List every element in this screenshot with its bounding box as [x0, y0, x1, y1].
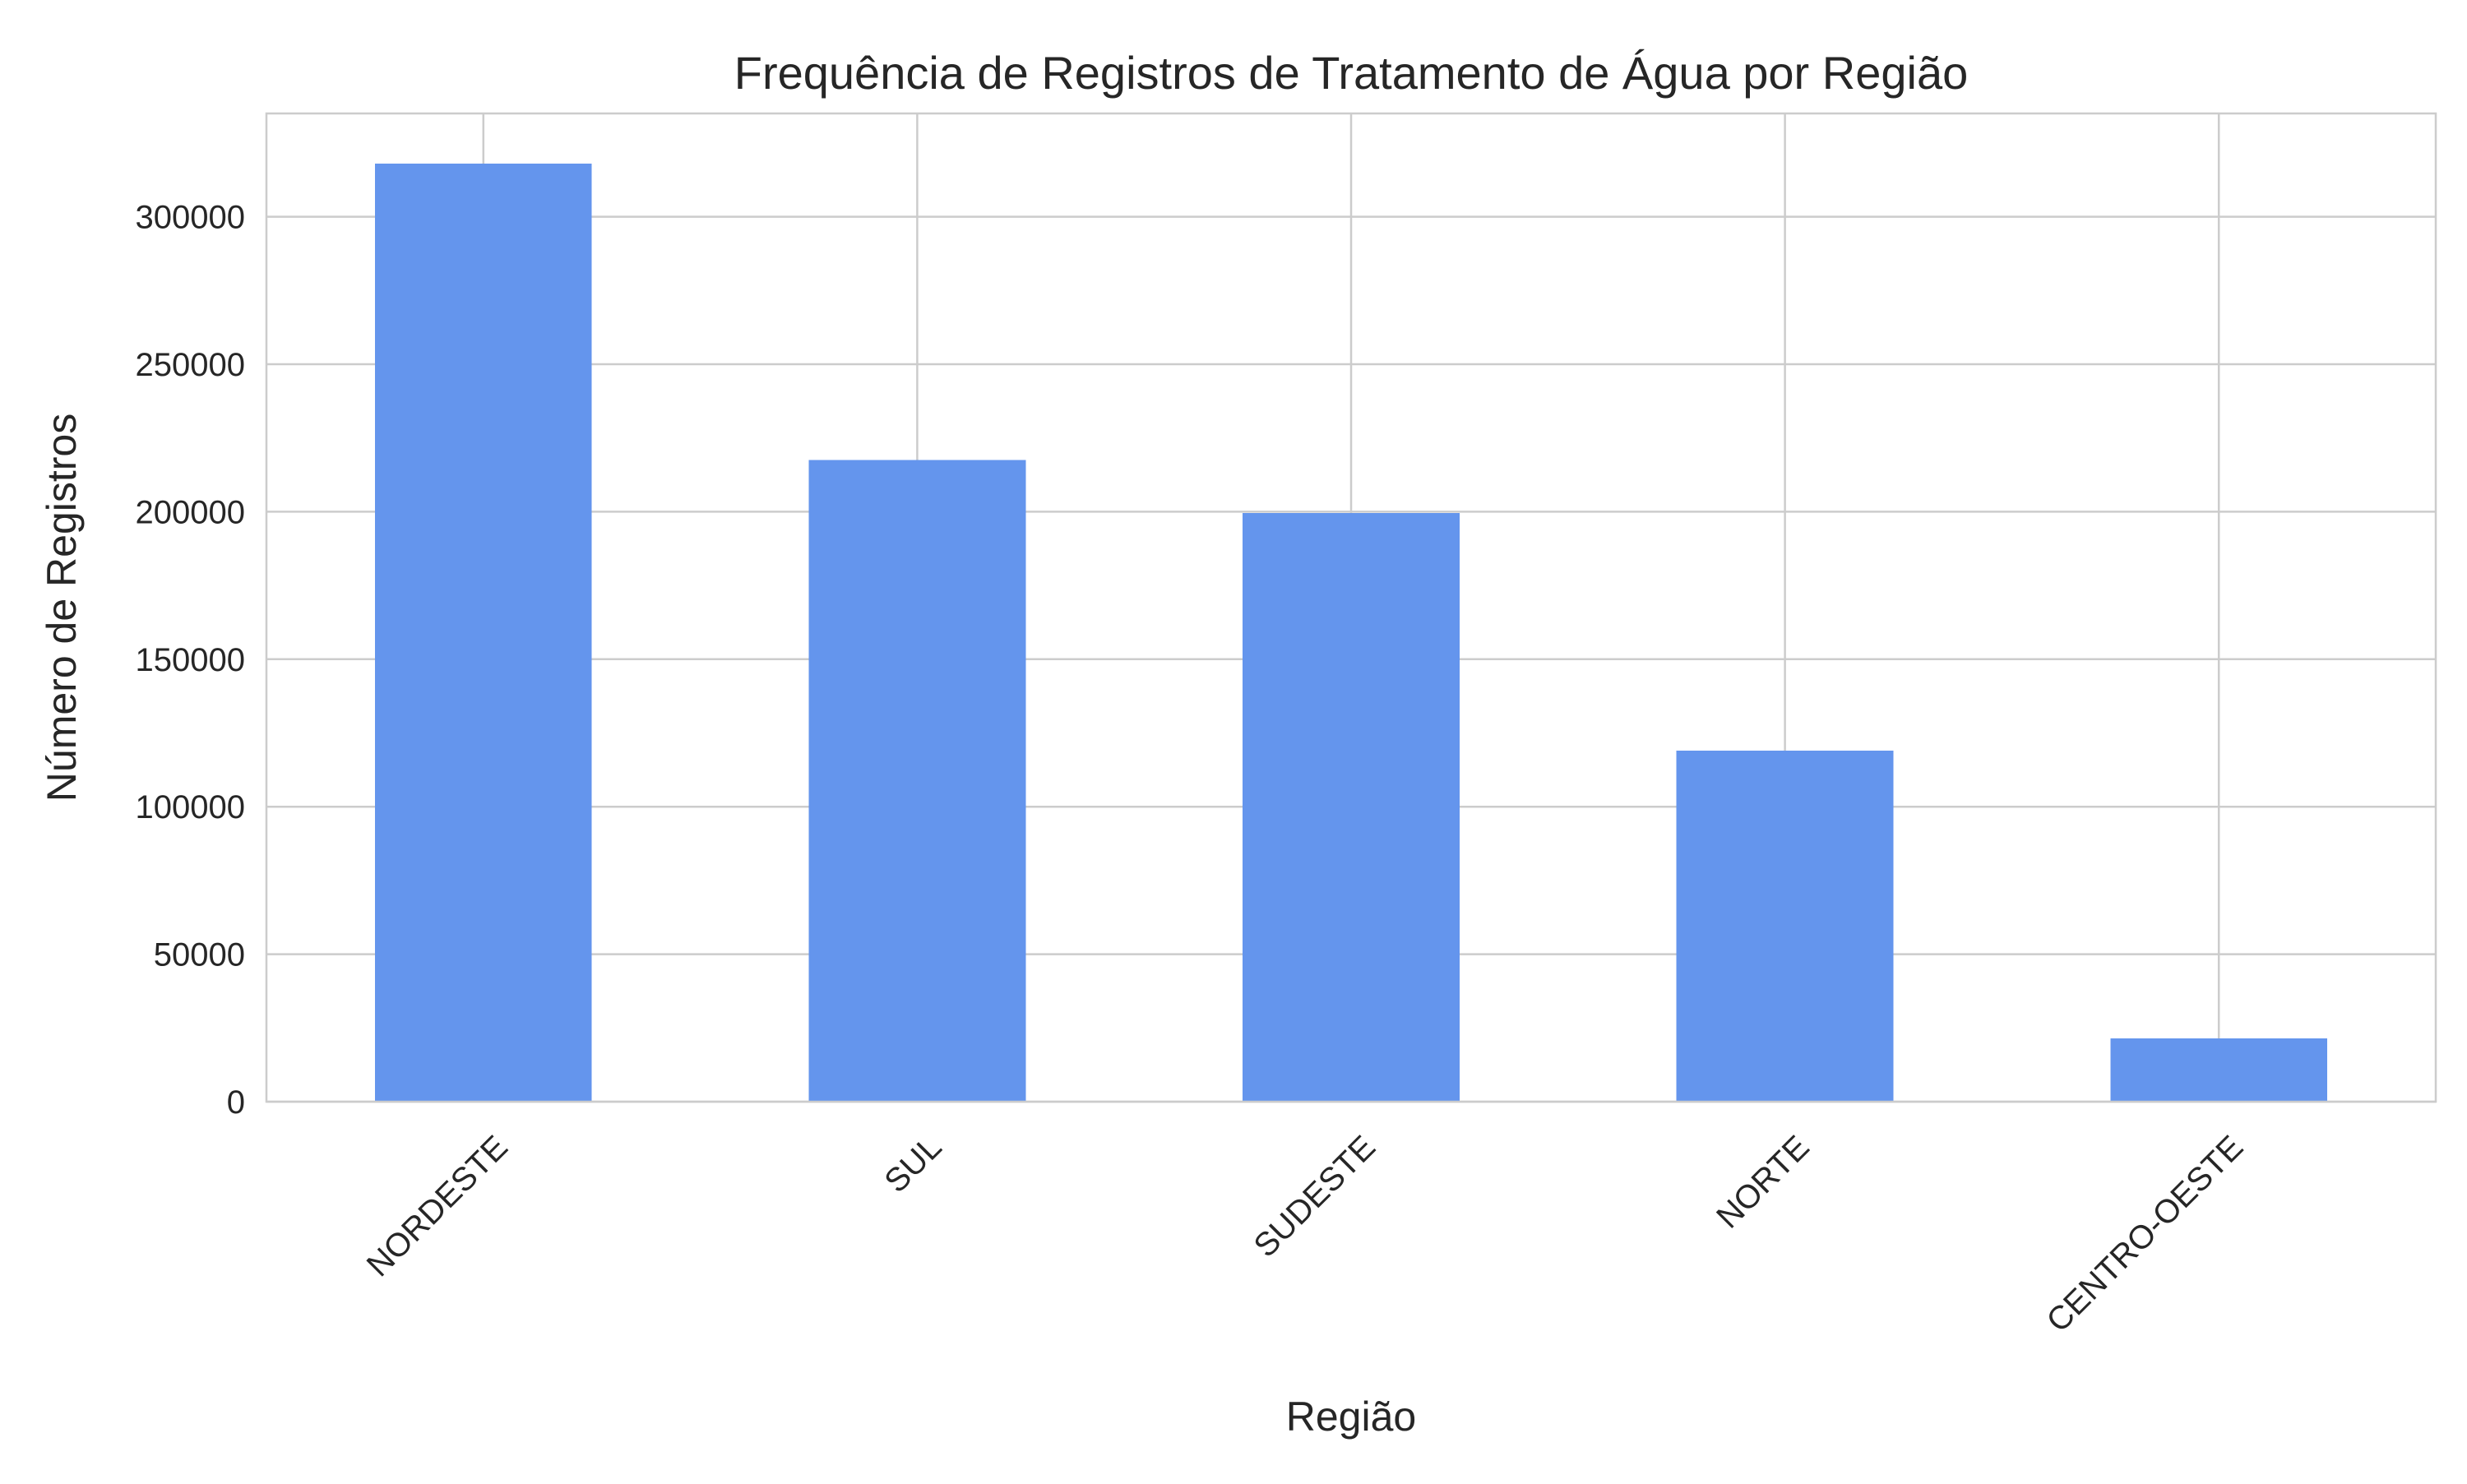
bar-centro-oeste — [2110, 1038, 2328, 1102]
y-tick-label: 300000 — [136, 200, 245, 236]
y-tick-label: 100000 — [136, 789, 245, 825]
bar-nordeste — [374, 163, 592, 1102]
bar-sudeste — [1243, 513, 1460, 1102]
plot-frame — [265, 112, 2437, 1103]
x-tick-label: SUDESTE — [1247, 1129, 1382, 1264]
bar-layer — [374, 163, 2328, 1102]
x-axis-label: Região — [1286, 1394, 1416, 1440]
x-tick-label: SUL — [877, 1129, 948, 1200]
x-tick-label: NORDESTE — [360, 1129, 515, 1283]
x-tick-label: CENTRO-OESTE — [2040, 1129, 2251, 1339]
chart-title: Frequência de Registros de Tratamento de… — [734, 47, 1968, 99]
bar-sul — [808, 460, 1026, 1102]
y-tick-label: 250000 — [136, 347, 245, 383]
y-tick-label: 0 — [227, 1084, 245, 1121]
bar-norte — [1676, 751, 1894, 1102]
grid-layer — [266, 113, 2436, 1103]
y-tick-label: 150000 — [136, 642, 245, 678]
y-tick-label: 200000 — [136, 494, 245, 530]
y-tick-label: 50000 — [154, 937, 245, 973]
y-axis-label: Número de Registros — [39, 414, 85, 802]
x-tick-label: NORTE — [1710, 1129, 1817, 1236]
